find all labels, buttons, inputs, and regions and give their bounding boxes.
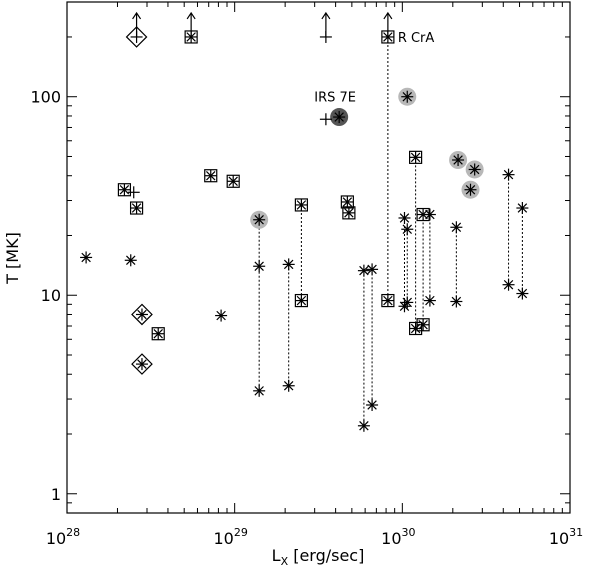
y-tick-label: 10 xyxy=(41,286,61,305)
axis-ticks xyxy=(66,1,571,514)
x-tick-label: 1029 xyxy=(213,526,247,548)
annotation-label: IRS 7E xyxy=(314,91,356,106)
y-tick-label: 100 xyxy=(30,88,61,107)
data-point-asterisk-box xyxy=(342,206,356,220)
x-tick-label: 1031 xyxy=(549,526,583,548)
data-point-asterisk xyxy=(357,264,370,277)
data-point-asterisk xyxy=(253,384,266,397)
connector-lines xyxy=(258,36,523,426)
data-point-asterisk-box xyxy=(381,293,395,308)
annotations: IRS 7E R CrA xyxy=(314,31,434,106)
data-point-asterisk-box xyxy=(204,169,218,183)
data-point-asterisk-box xyxy=(294,198,308,212)
data-point-asterisk-box xyxy=(129,201,144,215)
x-tick-label: 1028 xyxy=(46,526,80,548)
data-point-plus-diamond xyxy=(125,11,148,48)
data-point-asterisk-box xyxy=(416,318,430,332)
data-point-asterisk-gray xyxy=(253,213,266,226)
data-point-asterisk xyxy=(450,295,463,308)
data-point-asterisk xyxy=(357,419,370,432)
data-point-asterisk-box xyxy=(381,11,395,44)
data-point-asterisk xyxy=(450,221,463,234)
plot-frame xyxy=(66,1,571,514)
data-point-asterisk xyxy=(401,296,414,309)
data-point-asterisk xyxy=(423,208,436,221)
data-point-asterisk-box xyxy=(409,321,423,336)
y-axis-title: T [MK] xyxy=(3,232,22,285)
data-points xyxy=(80,11,529,432)
data-point-asterisk xyxy=(282,379,295,392)
data-point-asterisk-box xyxy=(151,327,165,341)
data-point-asterisk-box xyxy=(409,150,423,164)
data-point-asterisk xyxy=(366,398,379,411)
data-point-asterisk xyxy=(80,251,93,264)
x-tick-label: 1030 xyxy=(381,526,415,548)
data-point-asterisk-diamond xyxy=(131,353,153,375)
data-point-asterisk-gray xyxy=(464,183,477,196)
axis-tick-labels: 1028 1029 1030 1031 1 10 100 xyxy=(30,88,583,548)
data-point-asterisk-gray xyxy=(468,163,481,176)
data-point-plus xyxy=(319,11,332,43)
data-point-asterisk xyxy=(215,309,228,322)
data-point-asterisk-box xyxy=(226,174,240,188)
data-point-asterisk xyxy=(366,263,379,276)
data-point-asterisk-box xyxy=(184,11,198,44)
data-point-asterisk xyxy=(516,202,529,215)
data-point-asterisk-box xyxy=(294,293,308,308)
data-point-asterisk-diamond xyxy=(131,303,153,326)
data-point-asterisk xyxy=(401,223,414,236)
data-point-asterisk-gray xyxy=(452,153,465,166)
data-point-asterisk-box xyxy=(117,183,132,197)
data-point-asterisk xyxy=(502,278,515,291)
annotation-label: R CrA xyxy=(398,31,435,46)
data-point-asterisk xyxy=(516,287,529,300)
data-point-asterisk-gray xyxy=(401,90,414,103)
data-point-asterisk xyxy=(124,254,137,267)
data-point-plus xyxy=(319,113,332,126)
data-point-asterisk xyxy=(398,211,411,224)
data-point-asterisk xyxy=(282,258,295,271)
data-point-plus xyxy=(127,186,140,199)
data-point-asterisk xyxy=(253,260,266,273)
data-point-asterisk-box xyxy=(340,195,354,209)
x-axis-title: LX [erg/sec] xyxy=(272,546,365,568)
y-tick-label: 1 xyxy=(51,485,61,504)
data-point-asterisk xyxy=(423,294,436,307)
data-point-asterisk xyxy=(502,168,515,181)
highlight-glows xyxy=(250,87,484,229)
data-point-asterisk-dark xyxy=(333,111,346,124)
